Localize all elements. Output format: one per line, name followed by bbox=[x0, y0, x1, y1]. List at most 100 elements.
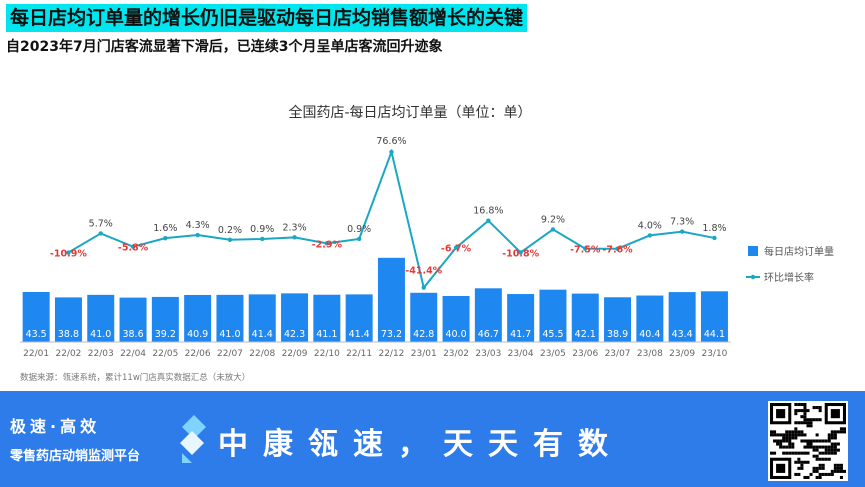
growth-rate-point bbox=[324, 241, 330, 246]
legend-line-label: 环比增长率 bbox=[764, 271, 814, 284]
growth-rate-label: 0.9% bbox=[250, 224, 274, 235]
bar-23/10 bbox=[700, 291, 728, 342]
growth-rate-point bbox=[486, 218, 491, 223]
growth-rate-label: -10.9% bbox=[50, 249, 87, 260]
growth-rate-label: -2.9% bbox=[312, 239, 343, 250]
growth-rate-label: 76.6% bbox=[376, 136, 406, 147]
bar-value-label: 42.3 bbox=[284, 329, 305, 340]
growth-rate-label: 0.9% bbox=[347, 224, 371, 235]
x-tick-label: 23/09 bbox=[669, 349, 695, 359]
growth-rate-point bbox=[163, 235, 168, 241]
x-tick-label: 23/10 bbox=[701, 349, 727, 359]
bar-value-label: 41.1 bbox=[316, 329, 337, 340]
growth-rate-label: 4.0% bbox=[638, 220, 662, 231]
bar-value-label: 41.4 bbox=[252, 329, 273, 340]
bar-value-label: 42.8 bbox=[413, 329, 434, 340]
growth-rate-point bbox=[356, 236, 362, 242]
x-tick-label: 22/05 bbox=[152, 349, 178, 359]
bar-23/03 bbox=[474, 288, 502, 342]
growth-rate-label: -10.8% bbox=[502, 248, 539, 259]
x-tick-label: 22/02 bbox=[55, 349, 81, 359]
chart-svg: 全国药店-每日店均订单量（单位：单） 43.5 38.8 41.0 38.6 39.2 4… bbox=[20, 104, 834, 383]
x-tick-label: 23/06 bbox=[572, 349, 598, 359]
growth-rate-label: 7.3% bbox=[670, 217, 694, 228]
growth-rate-label: -5.8% bbox=[118, 243, 149, 254]
bar-value-label: 38.9 bbox=[607, 329, 628, 340]
platform-description: 零售药店动销监测平台 bbox=[10, 449, 141, 464]
growth-rate-point bbox=[615, 246, 620, 251]
bar-value-label: 46.7 bbox=[478, 329, 499, 340]
chart-title: 全国药店-每日店均订单量（单位：单） bbox=[288, 104, 531, 121]
x-tick-label: 22/06 bbox=[185, 349, 211, 359]
bar-22/12 bbox=[377, 257, 405, 342]
bar-22/11 bbox=[345, 294, 373, 342]
growth-rate-point bbox=[98, 231, 103, 236]
bar-22/01 bbox=[22, 291, 50, 342]
growth-rate-point bbox=[583, 246, 588, 251]
x-tick-label: 23/03 bbox=[475, 349, 501, 359]
bar-23/02 bbox=[442, 296, 470, 342]
growth-rate-point bbox=[679, 229, 685, 234]
legend-bar-label: 每日店均订单量 bbox=[764, 245, 834, 258]
brand-logo-icon bbox=[180, 415, 206, 463]
x-tick-label: 23/01 bbox=[411, 349, 437, 359]
growth-rate-point bbox=[647, 233, 653, 238]
x-tick-label: 22/04 bbox=[120, 349, 146, 359]
bar-22/07 bbox=[216, 294, 244, 342]
growth-rate-label: 1.8% bbox=[702, 223, 726, 234]
x-tick-label: 22/01 bbox=[23, 349, 49, 359]
growth-rate-point bbox=[712, 235, 717, 241]
bar-value-label: 40.4 bbox=[639, 329, 660, 340]
bar-value-label: 38.6 bbox=[122, 329, 143, 340]
bar-value-label: 40.0 bbox=[445, 329, 466, 340]
growth-rate-label: 4.3% bbox=[186, 220, 210, 231]
bar-value-label: 41.7 bbox=[510, 329, 531, 340]
slide-subtitle: 自2023年7月门店客流显著下滑后，已连续3个月呈单店客流回升迹象 bbox=[6, 39, 443, 55]
bar-22/06 bbox=[184, 294, 212, 342]
bar-22/09 bbox=[281, 293, 309, 342]
bar-23/05 bbox=[539, 289, 567, 342]
growth-rate-label: 1.6% bbox=[153, 223, 177, 234]
legend-bar-swatch bbox=[748, 246, 758, 256]
x-tick-label: 23/05 bbox=[540, 349, 566, 359]
bar-23/06 bbox=[571, 293, 599, 342]
bar-value-label: 45.5 bbox=[542, 329, 563, 340]
growth-rate-label: 9.2% bbox=[541, 214, 565, 225]
growth-rate-label: -6.7% bbox=[441, 244, 472, 255]
x-tick-label: 22/07 bbox=[217, 349, 243, 359]
x-tick-label: 22/09 bbox=[282, 349, 308, 359]
growth-rate-point bbox=[453, 245, 459, 250]
bar-value-label: 40.9 bbox=[187, 329, 208, 340]
bar-value-label: 41.4 bbox=[349, 329, 370, 340]
bar-23/04 bbox=[507, 294, 535, 342]
bar-23/07 bbox=[604, 297, 632, 342]
bar-value-label: 43.5 bbox=[26, 329, 47, 340]
slide-title: 每日店均订单量的增长仍旧是驱动每日店均销售额增长的关键 bbox=[6, 4, 528, 32]
x-tick-label: 23/02 bbox=[443, 349, 469, 359]
slogan: 中康瓴速，天天有数 bbox=[218, 427, 623, 462]
legend-line-marker bbox=[750, 274, 756, 280]
bar-value-label: 43.4 bbox=[672, 329, 693, 340]
growth-rate-label: 2.3% bbox=[282, 222, 306, 233]
bar-value-label: 41.0 bbox=[219, 329, 240, 340]
growth-rate-point bbox=[195, 232, 200, 238]
growth-rate-point bbox=[66, 250, 71, 255]
brand-tagline: 极速·高效 bbox=[10, 417, 101, 436]
x-tick-label: 22/08 bbox=[249, 349, 275, 359]
growth-rate-point bbox=[130, 244, 136, 249]
x-tick-label: 22/12 bbox=[378, 349, 404, 359]
growth-rate-label: 16.8% bbox=[473, 206, 503, 217]
growth-rate-point bbox=[389, 149, 394, 155]
growth-rate-point bbox=[227, 237, 233, 242]
growth-rate-label: -7.6% bbox=[602, 245, 633, 256]
growth-rate-label: 5.7% bbox=[89, 218, 113, 229]
x-tick-label: 23/08 bbox=[637, 349, 663, 359]
bar-22/10 bbox=[313, 294, 341, 342]
growth-rate-label: -7.5% bbox=[570, 245, 601, 256]
bar-value-label: 39.2 bbox=[155, 329, 176, 340]
bar-22/02 bbox=[54, 297, 82, 342]
bar-23/01 bbox=[410, 292, 438, 342]
growth-rate-point bbox=[421, 285, 426, 290]
x-tick-label: 22/10 bbox=[314, 349, 340, 359]
growth-rate-point bbox=[292, 235, 297, 240]
